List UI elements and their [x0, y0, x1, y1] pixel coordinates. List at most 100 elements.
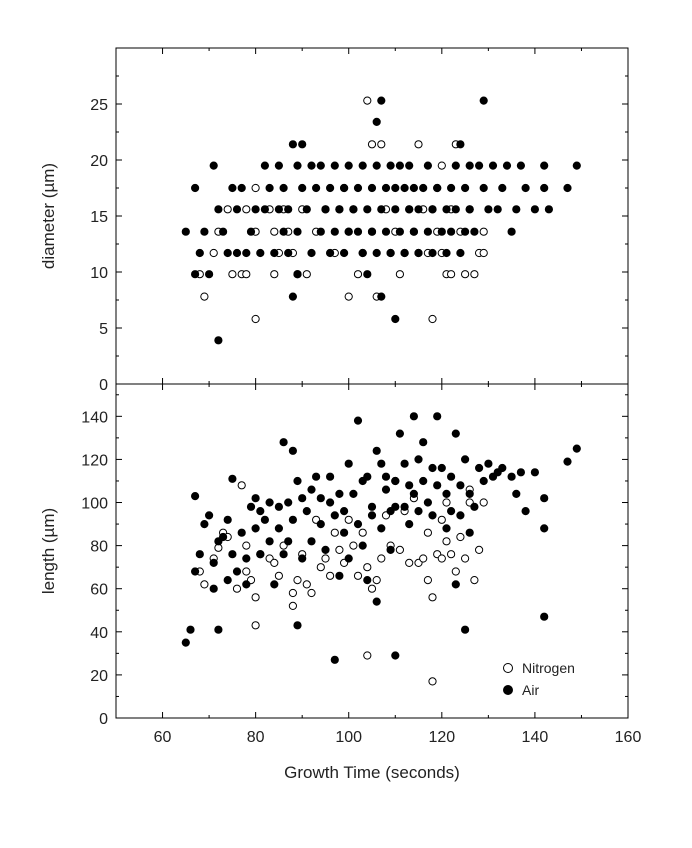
nitrogen-point	[358, 528, 367, 537]
air-point	[181, 227, 190, 236]
air-point	[214, 205, 223, 214]
nitrogen-point	[242, 567, 251, 576]
air-point	[465, 489, 474, 498]
nitrogen-point	[395, 545, 404, 555]
nitrogen-point	[447, 270, 456, 279]
air-point	[451, 161, 460, 170]
air-point	[386, 248, 395, 258]
air-point	[512, 489, 521, 498]
nitrogen-point	[353, 571, 363, 580]
nitrogen-point	[447, 550, 456, 559]
air-point	[284, 205, 293, 214]
air-point	[405, 481, 414, 490]
plot-frame	[115, 47, 629, 385]
air-point	[242, 248, 251, 258]
nitrogen-point	[428, 593, 437, 602]
air-point	[540, 524, 549, 533]
air-point	[409, 412, 418, 421]
air-point	[321, 545, 330, 555]
air-point	[475, 463, 484, 473]
nitrogen-point	[423, 576, 432, 585]
air-point	[507, 227, 516, 236]
air-point	[451, 429, 460, 438]
nitrogen-point	[377, 554, 386, 563]
nitrogen-point	[428, 314, 437, 324]
y-axis-label: length (µm)	[39, 508, 58, 594]
air-point	[270, 580, 279, 589]
air-point	[498, 463, 507, 473]
air-point	[419, 183, 428, 193]
air-point	[260, 515, 269, 524]
air-point	[540, 183, 549, 193]
air-point	[260, 161, 269, 170]
nitrogen-point	[363, 563, 372, 572]
air-point	[409, 227, 418, 236]
air-point	[442, 489, 451, 498]
nitrogen-point	[209, 248, 218, 258]
y-tick-label: 140	[81, 409, 108, 426]
nitrogen-point	[251, 621, 260, 630]
nitrogen-point	[442, 537, 451, 546]
nitrogen-point	[475, 545, 484, 555]
air-point	[200, 227, 209, 236]
nitrogen-point	[251, 593, 260, 602]
air-point	[479, 476, 488, 486]
air-point	[521, 507, 530, 516]
air-point	[409, 489, 418, 498]
nitrogen-point	[367, 140, 377, 149]
air-point	[395, 227, 404, 236]
air-point	[442, 524, 451, 533]
air-point	[349, 489, 358, 498]
diameter-panel: 0 5 10 15 20 25 diameter (µm)	[39, 47, 629, 394]
air-point	[256, 550, 265, 559]
x-tick-label: 120	[428, 729, 455, 746]
air-point	[344, 459, 353, 468]
air-point	[377, 292, 386, 301]
nitrogen-point	[330, 528, 339, 537]
nitrogen-point	[237, 481, 246, 490]
air-point	[465, 528, 474, 537]
nitrogen-point	[200, 580, 209, 589]
air-point	[298, 494, 307, 503]
air-point	[358, 248, 367, 258]
air-point	[433, 183, 442, 193]
air-point	[516, 161, 526, 170]
air-point	[498, 183, 507, 193]
air-point	[456, 248, 465, 258]
nitrogen-point	[251, 314, 260, 324]
air-point	[191, 270, 200, 279]
air-point	[363, 270, 372, 279]
air-point	[232, 205, 242, 214]
air-point	[219, 227, 228, 236]
nitrogen-point	[405, 558, 414, 568]
air-point	[423, 161, 432, 170]
air-point	[265, 537, 274, 546]
air-point	[279, 227, 288, 236]
air-point	[326, 183, 335, 193]
nitrogen-point	[456, 532, 465, 542]
air-point	[228, 183, 237, 193]
x-tick-label: 160	[615, 729, 642, 746]
air-point	[451, 580, 460, 589]
nitrogen-point	[470, 270, 479, 279]
air-point	[326, 498, 335, 507]
air-point	[284, 498, 293, 507]
air-point	[391, 183, 400, 193]
y-tick-label: 0	[99, 377, 108, 394]
air-point	[340, 183, 349, 193]
air-point	[302, 507, 311, 516]
y-tick-label: 20	[90, 668, 108, 685]
air-point	[530, 205, 540, 214]
air-point	[340, 528, 349, 537]
nitrogen-point	[437, 554, 446, 563]
air-point	[475, 161, 484, 170]
air-point	[367, 502, 377, 511]
air-point	[353, 520, 363, 529]
air-point	[288, 140, 297, 149]
air-point	[372, 248, 381, 258]
air-point	[195, 248, 204, 258]
air-point	[237, 183, 246, 193]
air-point	[493, 205, 502, 214]
air-point	[298, 554, 307, 563]
air-point	[214, 336, 223, 345]
